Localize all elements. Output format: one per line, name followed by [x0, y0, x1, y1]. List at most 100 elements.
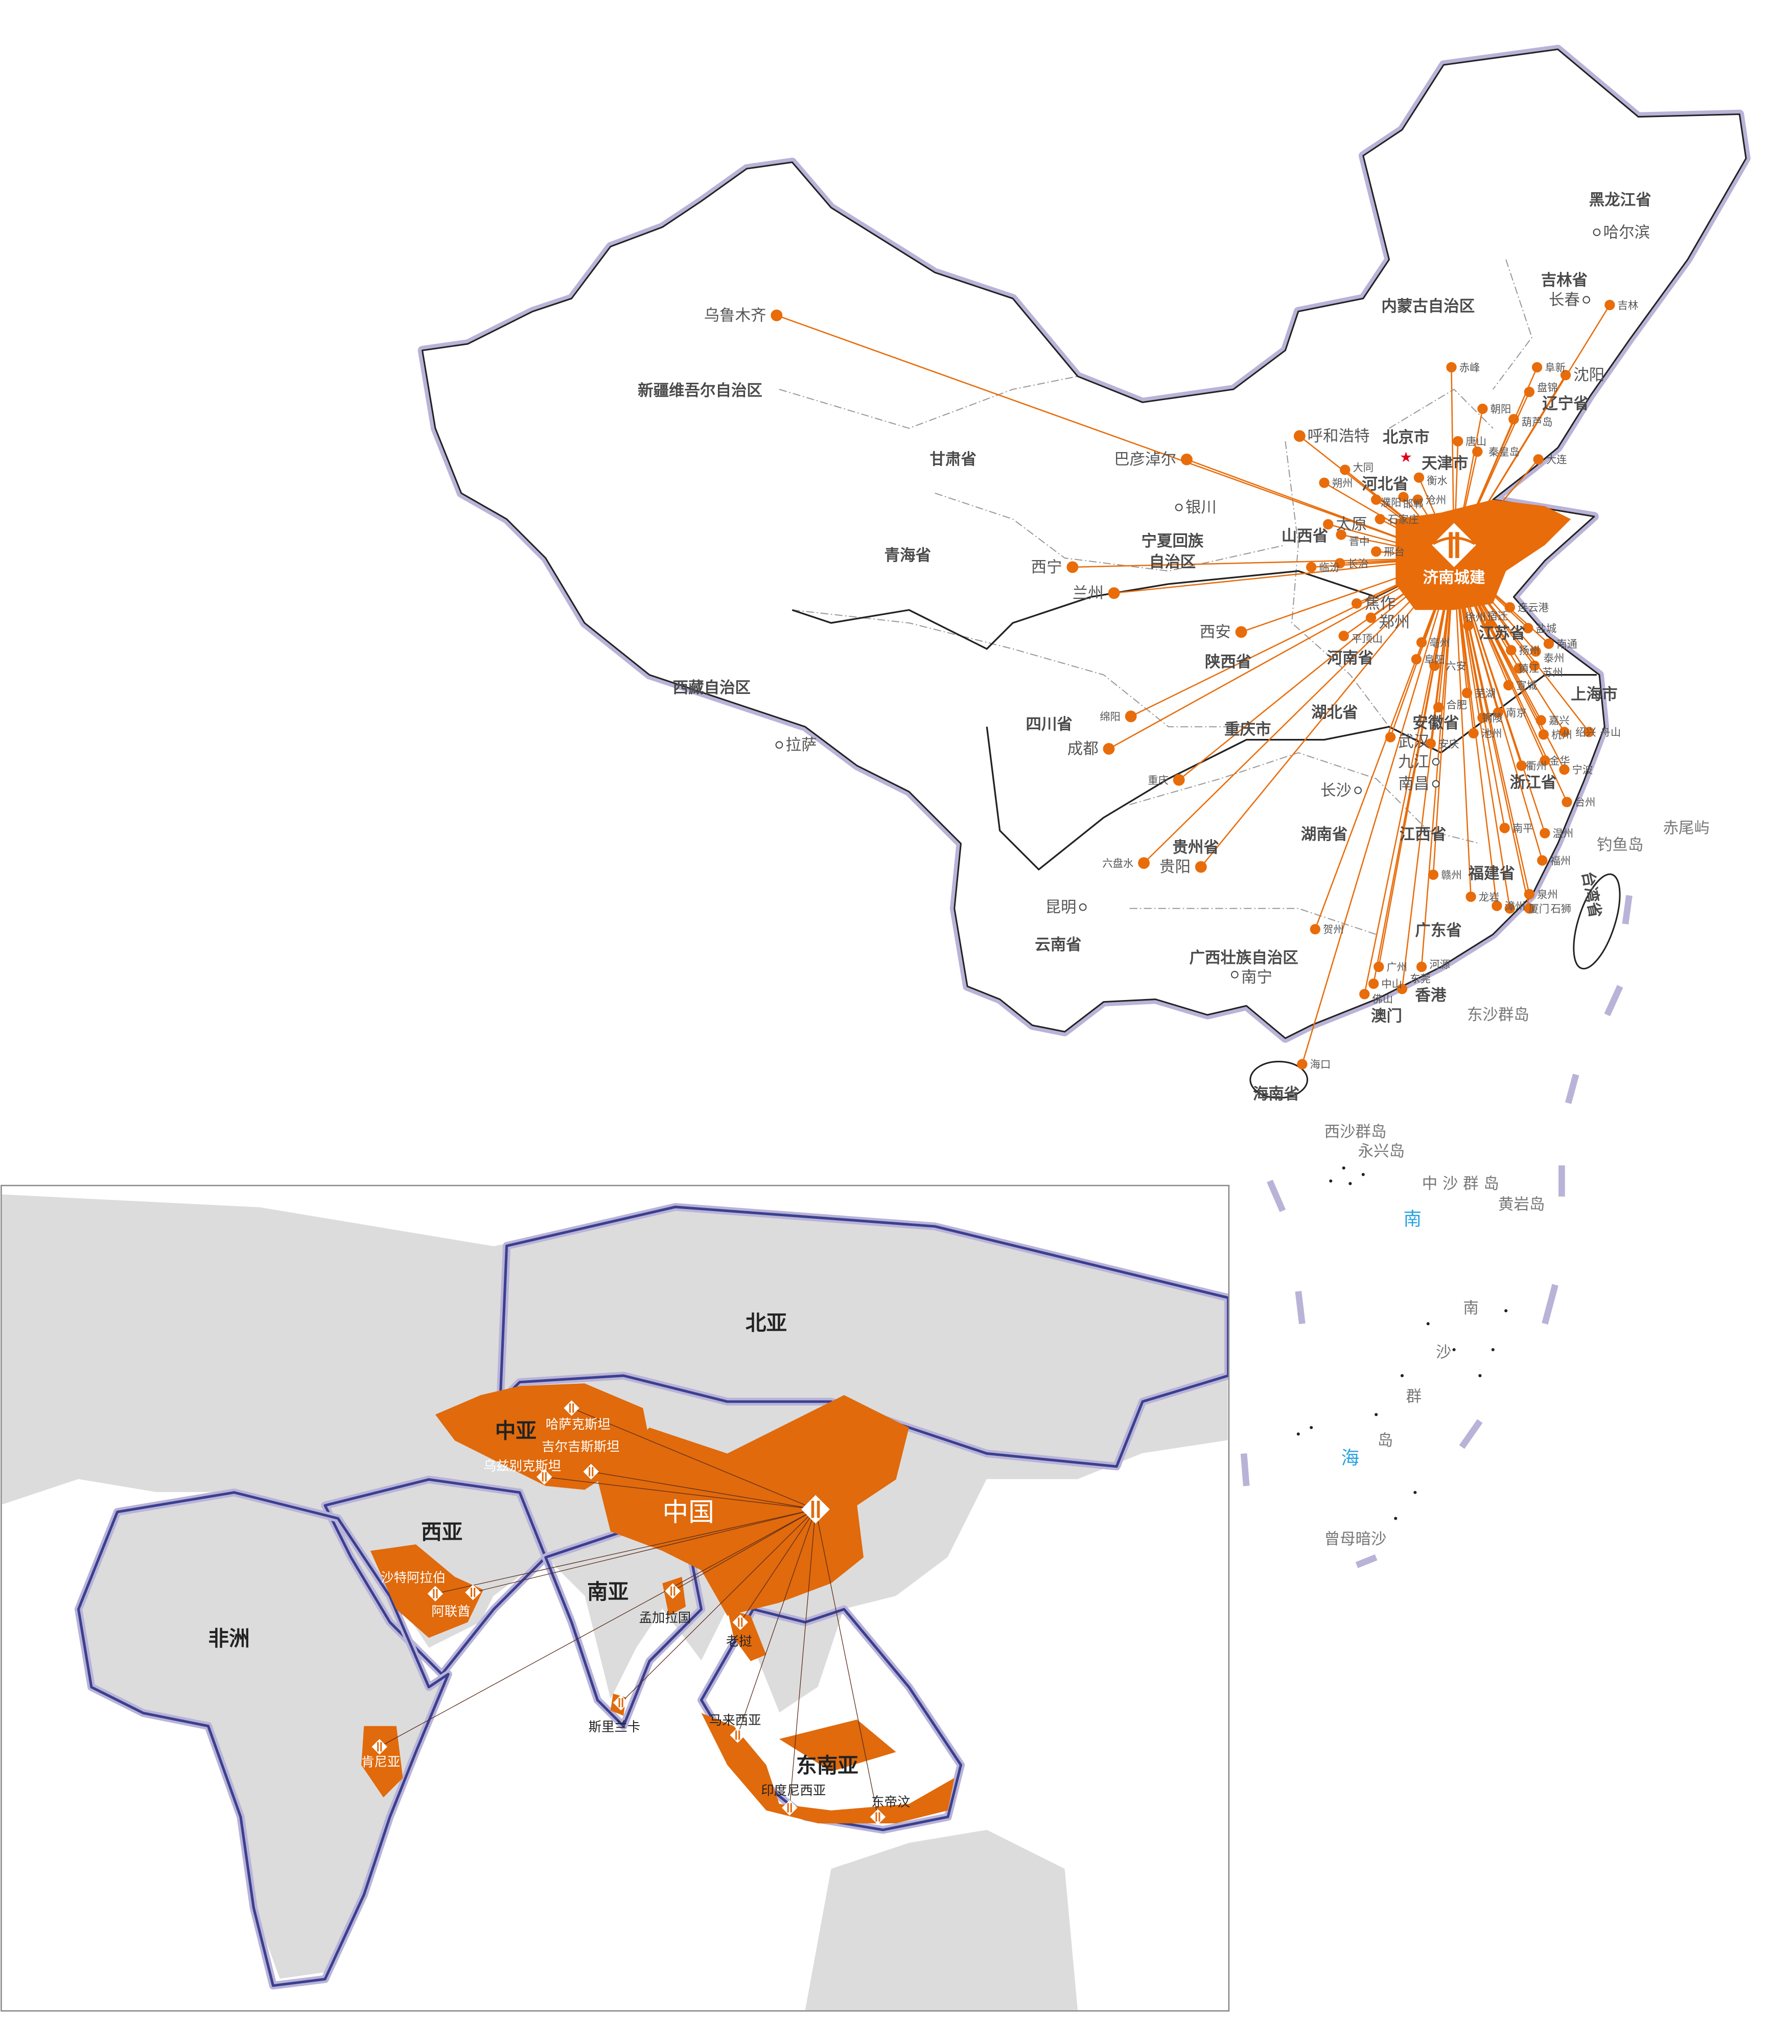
city-dot — [1371, 546, 1382, 557]
city-dot — [1336, 529, 1346, 540]
nine-dash-line — [1240, 895, 1633, 1568]
island-dot — [1400, 1374, 1404, 1378]
world-connection-lines — [379, 1407, 878, 1817]
province-label: 贵州省 — [1172, 839, 1219, 857]
island-dot — [1452, 1348, 1456, 1352]
island-label: 曾母暗沙 — [1324, 1530, 1387, 1548]
city-label: 泰州 — [1544, 652, 1565, 664]
city-dot — [1504, 602, 1515, 613]
city-label: 杭州 — [1551, 729, 1572, 741]
region-label: 西亚 — [421, 1520, 462, 1544]
province-label: 新疆维吾尔自治区 — [638, 382, 762, 400]
city-label: 赣州 — [1441, 869, 1462, 881]
province-boundaries — [779, 259, 1533, 935]
capital-label: 南昌 — [1398, 775, 1429, 793]
country-label: 孟加拉国 — [639, 1610, 691, 1625]
connection-line — [1453, 558, 1530, 909]
city-label: 温州 — [1553, 827, 1574, 840]
province-label: 青海省 — [885, 547, 931, 565]
capital-label: 长春 — [1549, 291, 1580, 309]
connection-line — [620, 1509, 816, 1703]
city-dot — [1374, 961, 1384, 972]
city-dot — [1560, 369, 1571, 381]
city-dot — [1504, 903, 1515, 914]
city-dot — [1562, 797, 1572, 807]
city-label: 福州 — [1550, 854, 1571, 867]
province-label: 北京市 — [1383, 428, 1429, 447]
city-label: 龙岩 — [1479, 891, 1500, 903]
province-label: 湖南省 — [1301, 826, 1347, 844]
city-dot — [1516, 760, 1527, 771]
region-label: 东南亚 — [796, 1753, 858, 1778]
city-label: 海口 — [1310, 1058, 1331, 1071]
city-dot — [1351, 598, 1362, 609]
project-logos — [371, 1400, 886, 1825]
province-label: 天津市 — [1422, 454, 1468, 473]
city-label: 兰州 — [1073, 585, 1104, 602]
region-label: 北亚 — [746, 1311, 787, 1335]
city-dot — [1477, 712, 1488, 723]
city-dot — [1584, 727, 1594, 737]
city-dot — [1506, 645, 1517, 656]
province-label: 安徽省 — [1412, 714, 1459, 732]
island-dot — [1348, 1182, 1352, 1186]
capital-marker-icon — [1582, 296, 1590, 304]
country-label: 老挝 — [726, 1633, 752, 1648]
city-label: 乌鲁木齐 — [704, 307, 766, 324]
highlighted-countries — [361, 1383, 955, 1824]
connection-line — [1301, 558, 1455, 1064]
city-dot — [1531, 362, 1543, 373]
connection-line — [776, 314, 1454, 559]
city-label: 贺州 — [1323, 923, 1344, 936]
city-dot — [1472, 446, 1483, 457]
city-label: 沧州 — [1426, 494, 1447, 506]
city-label: 合肥 — [1446, 699, 1467, 711]
kenya-shape — [361, 1726, 403, 1798]
city-label: 朔州 — [1332, 477, 1353, 489]
province-label: 辽宁省 — [1542, 395, 1589, 413]
province-label: 广西壮族自治区 — [1189, 949, 1298, 967]
capital-marker-icon — [1175, 503, 1183, 512]
connection-line — [1453, 558, 1511, 909]
city-dot — [1108, 587, 1120, 599]
city-label: 濮阳 — [1381, 496, 1402, 508]
island-dot — [1329, 1179, 1333, 1183]
province-label: 福建省 — [1468, 865, 1515, 882]
city-dot — [1368, 978, 1379, 989]
city-label: 邢台 — [1384, 546, 1405, 558]
city-label: 佛山 — [1372, 993, 1393, 1005]
connection-line — [544, 1476, 816, 1510]
island-dot — [1310, 1426, 1313, 1429]
province-label: 上海市 — [1571, 685, 1617, 704]
city-dot — [1468, 728, 1479, 739]
city-dot — [1433, 702, 1444, 713]
city-dot — [1465, 891, 1476, 902]
city-dot — [1359, 989, 1370, 1000]
island-dot — [1361, 1173, 1365, 1176]
city-label: 沈阳 — [1573, 366, 1604, 384]
city-label: 西安 — [1200, 623, 1231, 641]
island-dot — [1504, 1309, 1508, 1313]
sea-label: 南 — [1404, 1209, 1422, 1229]
region-outlines — [74, 1203, 1228, 1990]
company-logo-icon — [564, 1400, 579, 1416]
province-label: 西藏自治区 — [673, 679, 751, 697]
city-label: 南平 — [1512, 822, 1533, 834]
island-dot — [1491, 1348, 1495, 1352]
city-dot — [1559, 764, 1570, 775]
city-dot — [1319, 477, 1330, 488]
island-label: 黄岩岛 — [1498, 1196, 1545, 1214]
connection-line — [1200, 558, 1455, 868]
connection-line — [435, 1509, 816, 1594]
saudi-uae-shape — [370, 1544, 483, 1638]
capital-label: 昆明 — [1045, 898, 1077, 916]
capital-marker-icon — [1593, 228, 1601, 236]
city-dot — [1180, 453, 1193, 466]
city-label: 安庆 — [1438, 738, 1459, 750]
city-dot — [1310, 924, 1320, 935]
city-dot — [1411, 654, 1422, 665]
city-dot — [1416, 961, 1427, 972]
city-label: 唐山 — [1465, 435, 1486, 448]
country-label: 东帝汶 — [871, 1794, 910, 1809]
city-dot — [1397, 984, 1408, 994]
